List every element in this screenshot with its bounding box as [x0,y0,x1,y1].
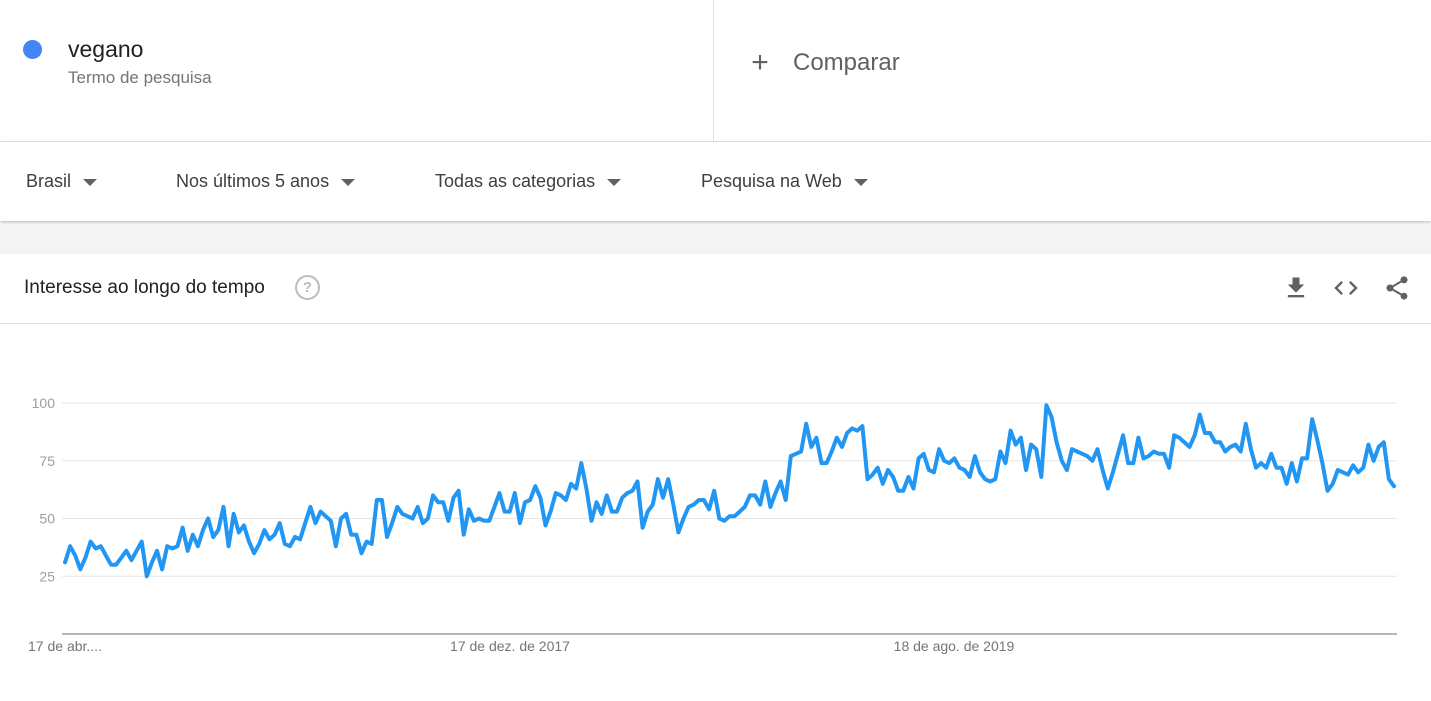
y-axis-ticks: 25 50 75 100 [32,395,56,584]
compare-label: Comparar [793,49,900,76]
plus-icon: + [751,46,769,79]
caret-down-icon [83,179,98,186]
line-chart: 25 50 75 100 17 de abr.... 17 de dez. de 201… [28,395,1397,654]
filter-search-type-label: Pesquisa na Web [701,171,842,191]
y-tick-label: 100 [32,395,56,411]
section-gap [0,224,1431,254]
series-line-vegano[interactable] [63,403,1396,579]
y-tick-label: 25 [39,568,55,584]
filter-search-type[interactable]: Pesquisa na Web [701,171,868,192]
term-card-vegano[interactable]: vegano Termo de pesquisa [0,0,714,141]
help-icon[interactable]: ? [295,275,320,300]
filter-time-range-label: Nos últimos 5 anos [176,171,330,191]
share-icon[interactable] [1383,274,1411,302]
caret-down-icon [607,179,622,186]
term-color-dot [23,40,42,59]
embed-code-icon[interactable] [1332,274,1360,302]
x-tick-label: 17 de dez. de 2017 [450,638,570,654]
filter-category[interactable]: Todas as categorias [435,171,622,192]
filter-region[interactable]: Brasil [26,171,98,192]
x-tick-label: 18 de ago. de 2019 [894,638,1015,654]
term-name[interactable]: vegano [68,36,144,62]
filter-time-range[interactable]: Nos últimos 5 anos [176,171,356,192]
compare-button[interactable]: + Comparar [745,46,900,79]
search-terms-panel: vegano Termo de pesquisa + Comparar [0,0,1431,142]
download-icon[interactable] [1282,274,1310,302]
widget-title: Interesse ao longo do tempo [24,277,265,298]
y-tick-label: 50 [39,511,55,527]
widget-header: Interesse ao longo do tempo ? [0,254,1431,324]
interest-over-time-widget: Interesse ao longo do tempo ? 25 50 75 100 … [0,254,1431,701]
filter-region-label: Brasil [26,171,72,191]
term-type-label: Termo de pesquisa [68,68,212,87]
x-tick-label: 17 de abr.... [28,638,102,654]
y-tick-label: 75 [39,453,55,469]
filter-category-label: Todas as categorias [435,171,596,191]
x-axis-labels: 17 de abr.... 17 de dez. de 2017 18 de ago… [28,638,1015,654]
filter-bar: Brasil Nos últimos 5 anos Todas as categ… [0,142,1431,221]
caret-down-icon [341,179,356,186]
grid-lines [62,402,1397,577]
caret-down-icon [853,179,868,186]
